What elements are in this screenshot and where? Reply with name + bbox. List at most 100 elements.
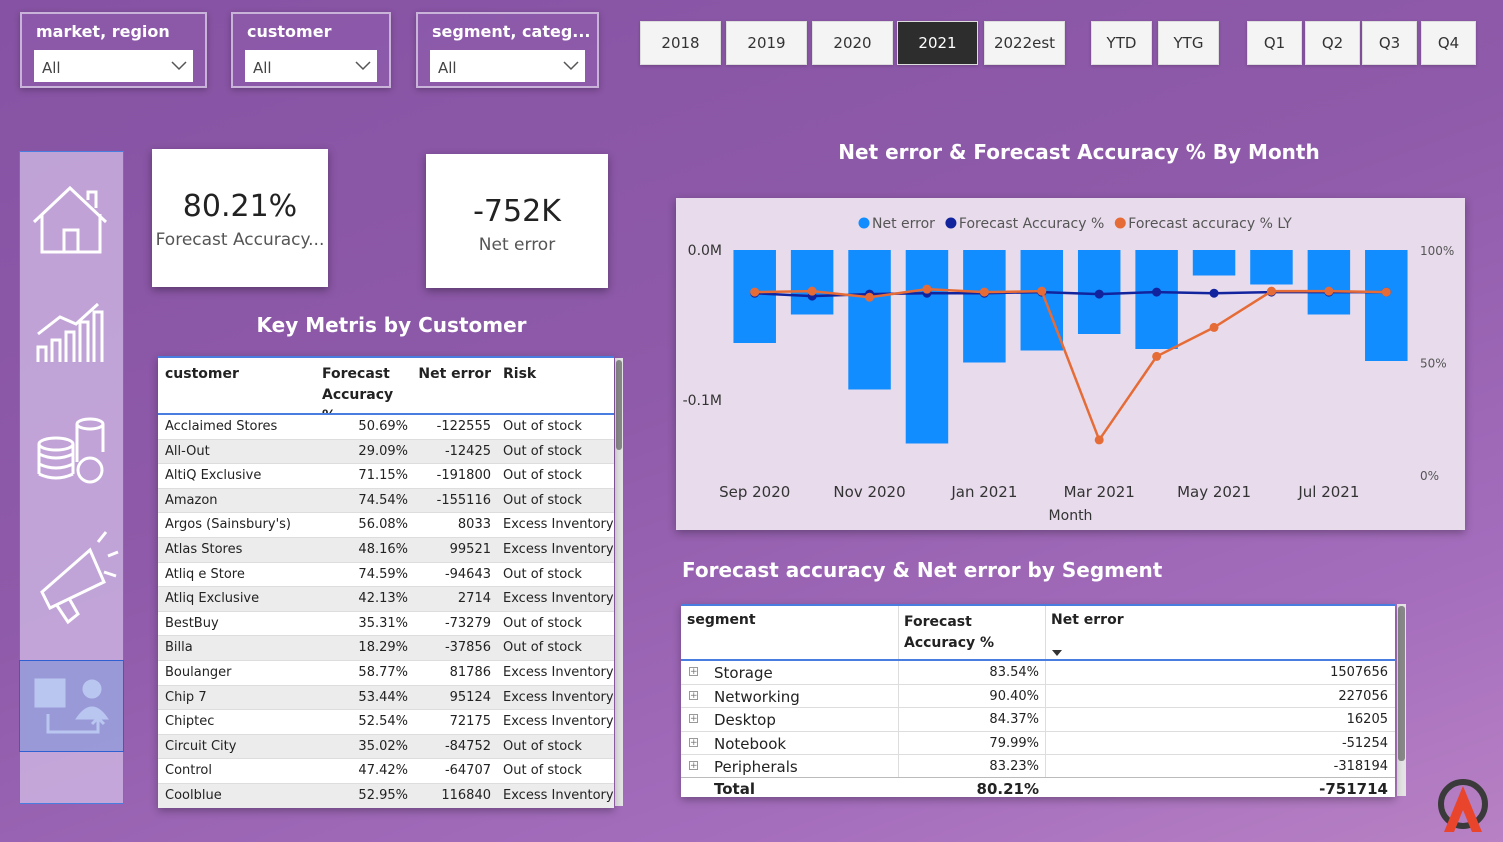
kpi-label: Forecast Accuracy... xyxy=(155,230,325,250)
line-point xyxy=(1209,288,1219,298)
table-row: Chiptec 52.54% 72175 Excess Inventory xyxy=(158,710,614,735)
table-row: Chip 7 53.44% 95124 Excess Inventory xyxy=(158,685,614,711)
table-cell: 52.54% xyxy=(358,714,408,730)
column-header: Forecast Accuracy % xyxy=(904,614,995,651)
filter-dropdown[interactable]: All xyxy=(34,50,193,82)
chevron[interactable] xyxy=(563,61,579,71)
home-icon[interactable] xyxy=(32,185,108,254)
expand-icon[interactable]: + xyxy=(689,714,698,724)
expand-icon[interactable]: + xyxy=(689,667,698,677)
table-cell: 95124 xyxy=(449,689,491,705)
table-cell: 8033 xyxy=(457,517,491,533)
quarter-button[interactable]: Q4 xyxy=(1421,21,1476,65)
x-axis-label: Month xyxy=(1049,508,1093,524)
table-cell: Excess Inventory xyxy=(503,788,614,803)
table-cell: Out of stock xyxy=(503,738,582,754)
filter-slicer: segment, categ... All xyxy=(416,12,599,88)
table-cell: Networking xyxy=(714,687,800,706)
table-row: BestBuy 35.31% -73279 Out of stock xyxy=(158,611,614,637)
kpi-value: 80.21% xyxy=(182,189,298,224)
total-row: Total 80.21% -751714 xyxy=(681,777,1395,797)
line-point xyxy=(1152,351,1162,361)
chevron[interactable] xyxy=(171,61,187,71)
table-cell: -64707 xyxy=(444,763,491,779)
expand-icon[interactable]: + xyxy=(689,737,698,748)
table-cell: -51254 xyxy=(1341,735,1388,751)
table-row: Acclaimed Stores 50.69% -122555 Out of stoc… xyxy=(158,415,614,440)
header-rule xyxy=(681,659,1395,661)
bar xyxy=(905,250,949,444)
filter-label: customer xyxy=(247,22,332,41)
table-cell: 99521 xyxy=(449,542,491,557)
table-cell: Peripherals xyxy=(714,758,798,776)
table-cell: 29.09% xyxy=(358,443,408,459)
x-tick-label: Jul 2021 xyxy=(1297,483,1359,501)
table-cell: Billa xyxy=(165,640,193,656)
table-cell: 58.77% xyxy=(358,665,408,680)
campaign-icon[interactable] xyxy=(40,531,119,625)
year-button[interactable]: 2021 xyxy=(897,21,978,65)
chart-title: Net error & Forecast Accuracy % By Month xyxy=(838,140,1320,164)
table-cell: Excess Inventory xyxy=(503,665,614,680)
bar xyxy=(963,250,1006,363)
period-button[interactable]: YTD xyxy=(1091,21,1152,65)
table-cell: -12425 xyxy=(444,443,491,459)
table-cell: -73279 xyxy=(444,615,491,631)
table-cell: Storage xyxy=(714,664,773,682)
line-point xyxy=(922,284,932,294)
scrollbar[interactable] xyxy=(1397,604,1406,796)
expand-icon[interactable]: + xyxy=(689,690,698,701)
table-cell: -94643 xyxy=(444,566,491,582)
supply-icon[interactable] xyxy=(34,678,109,734)
table-cell: Out of stock xyxy=(503,443,582,459)
x-tick-label: Jan 2021 xyxy=(950,483,1017,501)
line-point xyxy=(1324,286,1334,296)
scrollbar[interactable] xyxy=(615,358,623,806)
y2-tick-label: 0% xyxy=(1420,469,1439,483)
table-cell: 42.13% xyxy=(358,591,408,607)
year-button[interactable]: 2019 xyxy=(726,21,807,65)
year-button[interactable]: 2022est xyxy=(984,21,1065,65)
table-row: AltiQ Exclusive 71.15% -191800 Out of stock xyxy=(158,464,614,489)
quarter-button[interactable]: Q2 xyxy=(1305,21,1360,65)
chevron[interactable] xyxy=(355,61,371,71)
trend-icon[interactable] xyxy=(36,302,104,362)
finance-icon[interactable] xyxy=(37,417,105,484)
y2-tick-label: 100% xyxy=(1420,244,1454,258)
table-row: Atliq e Store 74.59% -94643 Out of stock xyxy=(158,562,614,588)
scroll-thumb[interactable] xyxy=(616,360,622,450)
table-cell: -84752 xyxy=(444,738,491,754)
filter-slicer: customer All xyxy=(231,12,391,88)
quarter-button[interactable]: Q3 xyxy=(1362,21,1417,65)
filter-dropdown[interactable]: All xyxy=(430,50,585,82)
table-cell: Out of stock xyxy=(503,763,582,779)
x-tick-label: Mar 2021 xyxy=(1064,483,1135,501)
quarter-button[interactable]: Q1 xyxy=(1247,21,1302,65)
table-cell: Chiptec xyxy=(165,714,215,730)
line-point xyxy=(750,287,760,297)
year-button[interactable]: 2020 xyxy=(812,21,893,65)
sort-arrow[interactable] xyxy=(1052,650,1062,656)
column-header: Risk xyxy=(503,366,537,382)
period-button[interactable]: YTG xyxy=(1158,21,1219,65)
table-cell: 72175 xyxy=(449,714,491,730)
kpi-card: -752K Net error xyxy=(426,154,608,288)
table-row: Control 47.42% -64707 Out of stock xyxy=(158,759,614,784)
line-point xyxy=(865,292,875,302)
bar xyxy=(1365,250,1408,361)
table-cell: 79.99% xyxy=(989,735,1039,751)
kpi-label: Net error xyxy=(478,235,556,255)
bar xyxy=(790,250,834,315)
filter-dropdown[interactable]: All xyxy=(245,50,377,82)
table-cell: Atliq Exclusive xyxy=(165,591,260,607)
year-button[interactable]: 2018 xyxy=(640,21,721,65)
table-cell: Excess Inventory xyxy=(503,689,614,705)
line-point xyxy=(1037,286,1047,296)
scroll-thumb[interactable] xyxy=(1398,606,1405,761)
line-point xyxy=(1209,322,1219,332)
y-tick-label: -0.1M xyxy=(683,393,722,409)
table-cell: All-Out xyxy=(165,443,210,459)
expand-icon[interactable]: + xyxy=(689,761,698,771)
